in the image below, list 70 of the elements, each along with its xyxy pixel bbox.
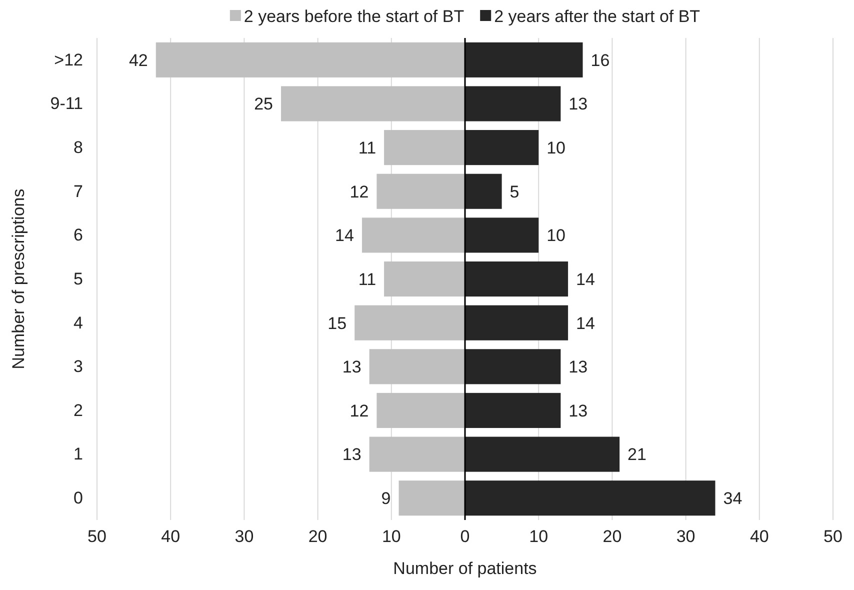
y-tick-label: >12 — [54, 50, 83, 70]
x-axis-title: Number of patients — [393, 559, 537, 578]
bar — [465, 261, 568, 297]
bar — [398, 480, 465, 516]
y-tick-label: 5 — [74, 269, 83, 288]
y-tick-label: 1 — [74, 444, 83, 464]
legend-label: 2 years after the start of BT — [494, 6, 700, 26]
y-tick-label: 8 — [74, 138, 83, 157]
data-label: 13 — [342, 358, 362, 377]
data-label: 11 — [358, 138, 376, 158]
x-tick-label: 10 — [382, 527, 401, 546]
bar — [465, 436, 620, 472]
y-tick-label: 0 — [74, 488, 83, 508]
bar — [369, 349, 465, 384]
y-tick-label: 7 — [74, 182, 83, 201]
bar — [376, 392, 465, 428]
data-label: 13 — [568, 94, 588, 114]
x-tick-label: 50 — [88, 527, 106, 546]
y-tick-label: 6 — [74, 226, 83, 245]
data-label: 5 — [510, 182, 520, 202]
data-label: 14 — [576, 270, 595, 289]
bar — [465, 305, 568, 340]
bar — [465, 392, 561, 428]
bar — [465, 42, 583, 78]
data-label: 25 — [254, 94, 273, 114]
bar — [354, 305, 465, 340]
y-axis-title: Number of prescriptions — [9, 188, 28, 370]
bar — [465, 130, 539, 166]
data-label: 13 — [568, 358, 588, 377]
x-tick-label: 50 — [824, 527, 842, 546]
bar — [369, 436, 465, 472]
x-tick-label: 40 — [161, 527, 180, 546]
data-label: 34 — [723, 489, 742, 508]
x-tick-label: 40 — [750, 527, 769, 546]
data-label: 10 — [546, 226, 566, 246]
data-label: 42 — [128, 50, 148, 70]
y-tick-label: 2 — [74, 400, 83, 420]
bar — [281, 86, 465, 122]
data-label: 21 — [628, 445, 646, 464]
bar — [465, 480, 716, 516]
y-tick-label: 9-11 — [50, 94, 83, 114]
bar — [156, 42, 465, 78]
y-tick-label: 4 — [74, 313, 83, 332]
data-label: 13 — [342, 445, 362, 464]
data-label: 12 — [350, 182, 369, 202]
legend-label: 2 years before the start of BT — [244, 6, 464, 26]
bar — [465, 218, 539, 253]
bar — [465, 174, 502, 209]
data-label: 12 — [350, 401, 369, 420]
bar — [384, 261, 465, 297]
x-tick-label: 20 — [602, 527, 622, 546]
data-label: 16 — [590, 50, 610, 70]
data-label: 15 — [328, 314, 347, 333]
x-tick-label: 0 — [460, 527, 470, 546]
y-tick-label: 3 — [74, 357, 83, 376]
data-label: 11 — [358, 270, 376, 289]
x-tick-label: 10 — [529, 527, 548, 546]
data-label: 9 — [381, 489, 391, 508]
x-tick-label: 30 — [676, 527, 696, 546]
bar — [465, 86, 561, 122]
x-tick-label: 30 — [234, 527, 254, 546]
data-label: 10 — [546, 138, 566, 158]
data-label: 14 — [576, 314, 595, 333]
bar — [384, 130, 465, 166]
data-label: 13 — [568, 401, 588, 420]
data-label: 14 — [335, 226, 354, 246]
x-tick-label: 20 — [308, 527, 328, 546]
bar — [465, 349, 561, 384]
bar — [376, 174, 465, 209]
bar — [362, 218, 465, 253]
